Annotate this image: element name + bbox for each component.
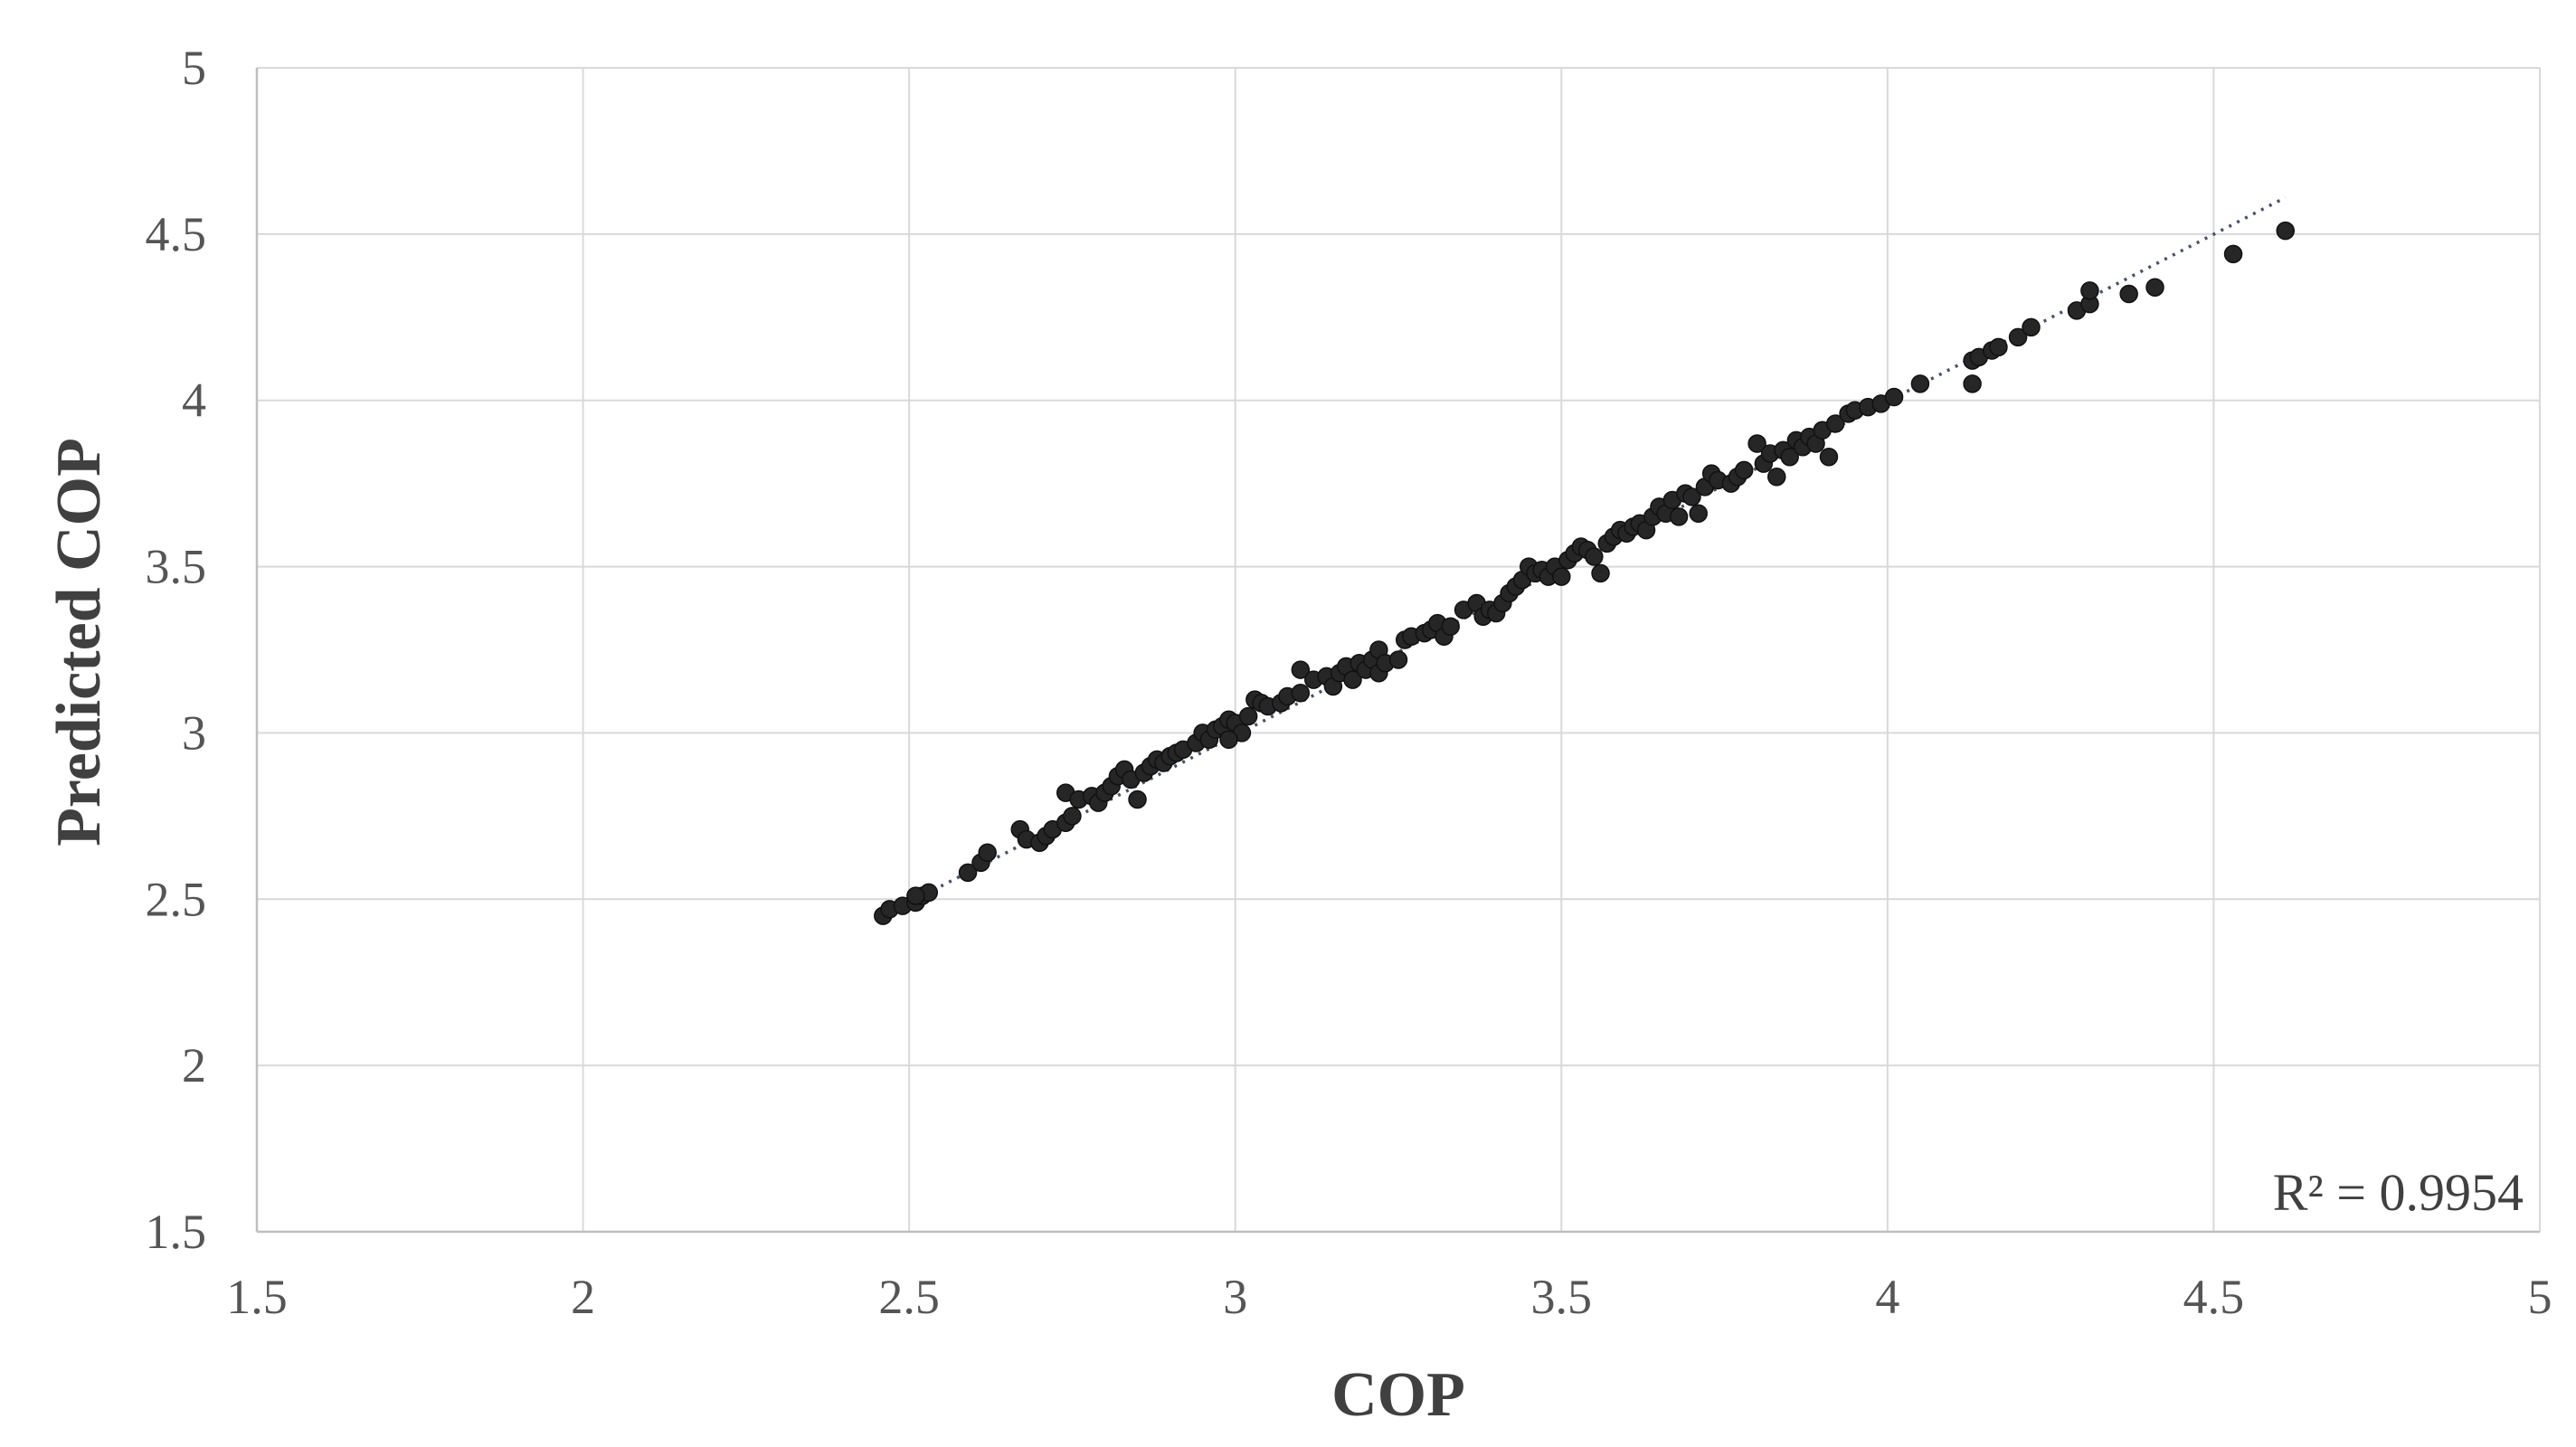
data-point <box>1989 337 2008 357</box>
y-tick-label: 2 <box>182 1038 206 1092</box>
x-tick-label: 3.5 <box>1531 1270 1593 1324</box>
y-tick-label: 3 <box>182 705 206 760</box>
data-point <box>1441 617 1460 637</box>
r-squared-annotation: R² = 0.9954 <box>2273 1163 2524 1222</box>
x-axis-title: COP <box>1331 1360 1465 1430</box>
axes <box>255 68 2540 1234</box>
data-point <box>2145 278 2164 297</box>
data-point <box>2080 281 2099 300</box>
x-tick-label: 1.5 <box>226 1270 288 1324</box>
data-points <box>874 221 2296 925</box>
data-point <box>1238 706 1258 726</box>
data-point <box>1128 790 1147 809</box>
y-tick-label: 2.5 <box>146 872 207 926</box>
data-point <box>1767 468 1786 487</box>
data-point <box>2223 244 2243 264</box>
x-tick-label: 2 <box>571 1270 595 1324</box>
data-point <box>1552 567 1571 586</box>
x-tick-label: 5 <box>2528 1270 2552 1324</box>
y-tick-label: 4.5 <box>146 207 207 261</box>
data-point <box>1963 374 1982 393</box>
data-point <box>1585 547 1604 566</box>
data-point <box>1291 684 1311 703</box>
data-point <box>958 863 978 883</box>
y-tick-label: 4 <box>182 374 206 428</box>
x-tick-label: 4 <box>1875 1270 1899 1324</box>
y-tick-label: 5 <box>182 41 206 95</box>
data-point <box>1682 487 1701 506</box>
y-axis-title: Predicted COP <box>44 438 114 846</box>
data-point <box>1343 670 1362 689</box>
data-point <box>1734 460 1754 480</box>
data-point <box>1819 447 1839 467</box>
data-point <box>1884 387 1904 407</box>
grid-lines <box>257 67 2541 1232</box>
data-point <box>2008 327 2028 347</box>
data-point <box>2276 221 2296 241</box>
x-tick-label: 3 <box>1223 1270 1247 1324</box>
data-point <box>1780 447 1799 467</box>
data-point <box>906 886 925 905</box>
y-tick-label: 3.5 <box>146 540 207 594</box>
x-tick-label: 2.5 <box>878 1270 940 1324</box>
data-point <box>1747 434 1766 453</box>
data-point <box>1291 660 1311 679</box>
x-tick-label: 4.5 <box>2183 1270 2245 1324</box>
data-point <box>1669 507 1689 526</box>
data-point <box>1825 414 1845 433</box>
tick-labels: 1.5 2 2.5 3 3.5 4 4.5 5 1.5 2 2.5 3 3.5 4 4.5 5 <box>146 41 2552 1324</box>
data-point <box>2022 317 2041 337</box>
data-point <box>1219 730 1238 750</box>
data-point <box>1689 504 1708 523</box>
data-point <box>1910 374 1930 393</box>
data-point <box>978 843 997 863</box>
data-point <box>1591 563 1610 583</box>
data-point <box>1063 807 1082 826</box>
data-point <box>2119 284 2138 304</box>
y-tick-label: 1.5 <box>146 1205 207 1259</box>
data-point <box>1388 650 1408 669</box>
